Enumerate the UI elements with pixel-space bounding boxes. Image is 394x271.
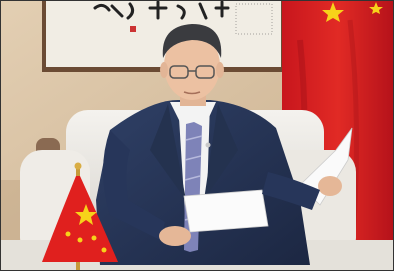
- photo: [0, 0, 394, 271]
- calligraphy-frame: [42, 0, 285, 72]
- page: [0, 0, 394, 271]
